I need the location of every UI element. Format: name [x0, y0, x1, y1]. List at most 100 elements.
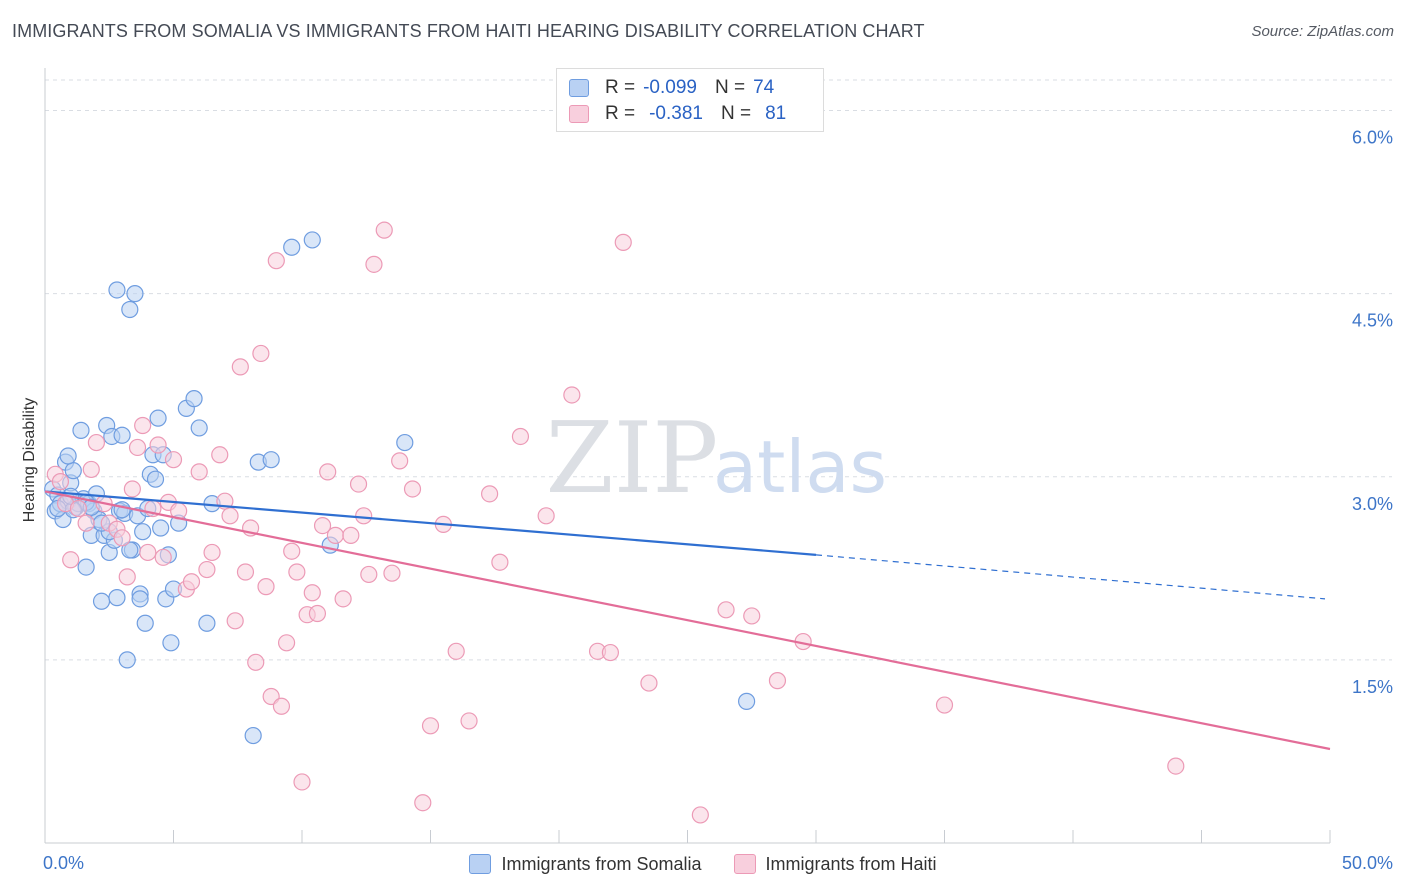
haiti-point [383, 564, 401, 582]
somalia-point [162, 634, 180, 652]
watermark: ZIP atlas [546, 402, 887, 516]
haiti-point [481, 485, 499, 503]
x-tick-label: 50.0% [1342, 853, 1393, 873]
somalia-trend-extension [815, 554, 1326, 600]
somalia-swatch [569, 79, 589, 97]
haiti-point [403, 480, 422, 498]
haiti-point [252, 344, 270, 363]
haiti-point [277, 634, 296, 652]
somalia-point [113, 426, 131, 444]
haiti-point [123, 480, 141, 498]
legend: Immigrants from Somalia Immigrants from … [0, 850, 1406, 878]
haiti-point [139, 543, 157, 562]
r-label: R = [605, 103, 636, 124]
haiti-point [414, 794, 432, 812]
haiti-point [164, 451, 183, 469]
haiti-point [257, 578, 275, 596]
haiti-point [935, 696, 954, 714]
haiti-point [203, 543, 221, 562]
haiti-point [198, 560, 216, 579]
haiti-point [334, 590, 352, 608]
haiti-point [87, 433, 106, 452]
haiti-point [128, 438, 147, 457]
stats-row-haiti: R = -0.381 N = 81 [569, 101, 786, 127]
haiti-point [342, 526, 360, 544]
tick-labels: 1.5% 3.0% 4.5% 6.0% 0.0% 50.0% [43, 128, 1393, 873]
legend-item-haiti[interactable]: Immigrants from Haiti [733, 853, 937, 875]
haiti-point [77, 514, 95, 532]
haiti-point [421, 717, 440, 735]
haiti-point [313, 516, 332, 535]
haiti-point [247, 653, 265, 671]
somalia-point [131, 590, 149, 608]
somalia-point [136, 614, 154, 632]
x-tick-label: 0.0% [43, 853, 84, 873]
watermark-atlas: atlas [713, 425, 887, 509]
haiti-point [231, 358, 249, 376]
somalia-point [262, 451, 280, 469]
haiti-point [303, 584, 321, 602]
haiti-point [293, 773, 311, 791]
n-label: N = [720, 103, 752, 124]
haiti-point [272, 697, 291, 715]
watermark-zip: ZIP [546, 402, 719, 516]
haiti-point [717, 601, 735, 619]
haiti-point [391, 452, 409, 470]
haiti-point [601, 643, 620, 662]
somalia-point [121, 300, 139, 319]
legend-somalia-label: Immigrants from Somalia [501, 853, 702, 874]
somalia-point [108, 589, 126, 607]
somalia-point [92, 592, 111, 610]
n-label: N = [714, 77, 746, 98]
haiti-point [768, 672, 787, 690]
haiti-point [182, 573, 201, 591]
somalia-point [283, 238, 301, 256]
haiti-point [62, 551, 80, 569]
y-axis-label: Hearing Disability [21, 397, 38, 523]
somalia-point [303, 231, 321, 249]
haiti-point [563, 386, 581, 404]
r-value: -0.099 [643, 77, 697, 98]
stats-box: R = -0.099 N = 74 R = -0.381 N = 81 [556, 68, 824, 132]
haiti-point [82, 460, 100, 479]
haiti-point [211, 446, 229, 464]
haiti-point [154, 548, 172, 566]
somalia-point [152, 519, 170, 537]
haiti-point [267, 252, 285, 270]
stats-row-somalia: R = -0.099 N = 74 [569, 75, 774, 101]
haiti-point [118, 568, 136, 586]
somalia-point [64, 462, 82, 480]
source-label: Source: ZipAtlas.com [1251, 23, 1394, 40]
haiti-point [1167, 757, 1185, 775]
haiti-point [134, 416, 152, 435]
haiti-trend-line [44, 490, 1331, 751]
haiti-point [149, 436, 167, 454]
legend-haiti-label: Immigrants from Haiti [765, 853, 937, 874]
haiti-point [236, 563, 255, 581]
somalia-point [738, 692, 756, 710]
legend-somalia-swatch [469, 854, 492, 874]
trend-lines [44, 490, 1331, 751]
haiti-point [691, 806, 709, 824]
somalia-point [185, 390, 203, 408]
r-value: -0.381 [649, 103, 703, 124]
somalia-point [126, 285, 144, 303]
haiti-point [221, 507, 239, 525]
haiti-point [491, 553, 509, 571]
r-label: R = [605, 77, 636, 98]
haiti-point [743, 607, 761, 625]
haiti-point [511, 427, 530, 446]
haiti-point [460, 712, 478, 730]
haiti-point [283, 542, 301, 560]
haiti-point [640, 674, 658, 692]
data-points [44, 221, 1185, 824]
somalia-point [134, 523, 152, 541]
y-tick-label: 4.5% [1352, 311, 1393, 331]
haiti-point [69, 499, 88, 518]
y-tick-label: 3.0% [1352, 494, 1393, 514]
haiti-swatch [569, 105, 589, 123]
haiti-point [447, 642, 465, 660]
haiti-point [537, 507, 555, 525]
haiti-point [360, 565, 378, 584]
legend-item-somalia[interactable]: Immigrants from Somalia [469, 853, 702, 875]
